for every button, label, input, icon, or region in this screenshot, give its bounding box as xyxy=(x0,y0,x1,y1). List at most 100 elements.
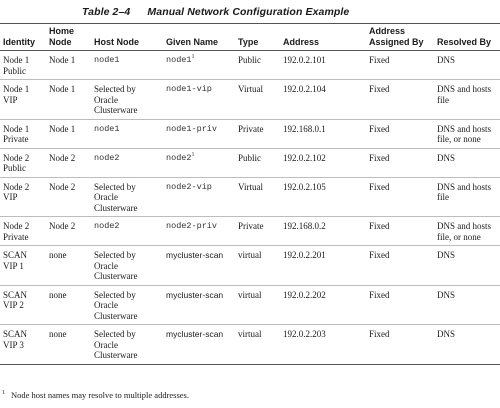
cell-resolved-by-text: DNS xyxy=(437,250,456,260)
cell-identity-text: SCAN VIP 3 xyxy=(3,329,28,350)
cell-identity: Node 2 VIP xyxy=(0,177,46,217)
cell-address: 192.0.2.102 xyxy=(280,148,366,178)
cell-address: 192.0.2.202 xyxy=(280,285,366,325)
cell-address-text: 192.0.2.105 xyxy=(283,181,326,192)
cell-host-node: Selected by Oracle Clusterware xyxy=(91,177,163,217)
cell-given-name-text: node1-vip xyxy=(166,84,212,94)
cell-address: 192.0.2.105 xyxy=(280,177,366,217)
cell-resolved-by-text: DNS xyxy=(437,329,456,339)
cell-home-node-text: none xyxy=(49,329,67,339)
cell-address: 192.0.2.101 xyxy=(280,50,366,80)
cell-identity-text: SCAN VIP 1 xyxy=(3,250,28,271)
cell-type-text: Virtual xyxy=(238,181,263,192)
cell-host-node-text: node2 xyxy=(94,152,120,163)
cell-address-text: 192.168.0.2 xyxy=(283,221,326,231)
cell-resolved-by-text: DNS xyxy=(437,289,456,300)
cell-assigned-by: Fixed xyxy=(366,216,434,246)
cell-given-name-text: node2-priv xyxy=(166,221,218,231)
footnote-ref: 1 xyxy=(191,151,195,158)
cell-given-name-text: node1-priv xyxy=(166,123,218,134)
cell-identity-text: Node 1 Public xyxy=(3,55,30,76)
cell-resolved-by: DNS xyxy=(434,285,500,325)
cell-home-node: Node 1 xyxy=(46,119,91,149)
cell-assigned-by: Fixed xyxy=(366,79,434,120)
header-assigned-by: Address Assigned By xyxy=(366,23,434,51)
cell-address: 192.168.0.1 xyxy=(280,119,366,149)
cell-address: 192.0.2.203 xyxy=(280,324,366,365)
cell-identity-text: Node 1 VIP xyxy=(3,84,30,105)
cell-type: Public xyxy=(235,148,280,178)
footnote-ref: 1 xyxy=(191,54,195,61)
cell-identity-text: Node 2 Public xyxy=(3,152,30,174)
cell-given-name: node1-priv xyxy=(163,119,235,149)
cell-assigned-by: Fixed xyxy=(366,177,434,217)
cell-assigned-by: Fixed xyxy=(366,285,434,325)
footnote: 1 Node host names may resolve to multiple… xyxy=(2,390,189,400)
footnote-marker: 1 xyxy=(2,390,5,397)
table-title: Manual Network Configuration Example xyxy=(147,6,350,18)
cell-given-name-text: node2 xyxy=(166,152,192,163)
cell-identity-text: SCAN VIP 2 xyxy=(3,289,28,311)
cell-type-text: Public xyxy=(238,55,262,65)
cell-identity-text: Node 1 Private xyxy=(3,123,30,145)
cell-assigned-by-text: Fixed xyxy=(369,152,390,163)
cell-assigned-by: Fixed xyxy=(366,119,434,149)
cell-home-node: Node 2 xyxy=(46,216,91,246)
cell-identity: Node 1 Private xyxy=(0,119,46,149)
cell-assigned-by-text: Fixed xyxy=(369,55,390,65)
cell-home-node-text: Node 1 xyxy=(49,55,76,65)
cell-host-node: Selected by Oracle Clusterware xyxy=(91,245,163,286)
cell-assigned-by: Fixed xyxy=(366,148,434,178)
cell-address: 192.0.2.201 xyxy=(280,245,366,286)
network-config-table: Identity Home Node Host Node Given Name … xyxy=(0,23,500,365)
cell-assigned-by-text: Fixed xyxy=(369,181,390,192)
cell-given-name: node21 xyxy=(163,148,235,178)
cell-home-node: Node 2 xyxy=(46,148,91,178)
cell-host-node-text: node2 xyxy=(94,221,120,231)
cell-type: Virtual xyxy=(235,177,280,217)
table-row: SCAN VIP 1 none Selected by Oracle Cluster… xyxy=(0,245,500,286)
cell-address-text: 192.0.2.201 xyxy=(283,250,326,260)
cell-resolved-by-text: DNS xyxy=(437,152,456,163)
cell-identity: Node 2 Public xyxy=(0,148,46,178)
cell-identity: SCAN VIP 3 xyxy=(0,324,46,365)
cell-resolved-by: DNS and hosts file, or none xyxy=(434,216,500,246)
cell-host-node: Selected by Oracle Clusterware xyxy=(91,79,163,120)
cell-type: Public xyxy=(235,50,280,80)
cell-given-name-text: mycluster-scan xyxy=(166,329,224,339)
cell-home-node: none xyxy=(46,245,91,286)
cell-identity: Node 1 VIP xyxy=(0,79,46,120)
table-row: Node 2 Private Node 2 node2 node2-priv Priva… xyxy=(0,216,500,246)
cell-assigned-by-text: Fixed xyxy=(369,250,390,260)
header-home-node: Home Node xyxy=(46,23,91,51)
cell-host-node-text: Selected by Oracle Clusterware xyxy=(94,250,138,281)
cell-given-name: node2-priv xyxy=(163,216,235,246)
header-given-name: Given Name xyxy=(163,23,235,51)
network-config-table-container: Identity Home Node Host Node Given Name … xyxy=(0,23,500,365)
cell-resolved-by: DNS and hosts file xyxy=(434,79,500,120)
cell-address: 192.168.0.2 xyxy=(280,216,366,246)
cell-type-text: virtual xyxy=(238,250,262,260)
cell-identity-text: Node 2 Private xyxy=(3,221,30,242)
cell-given-name-text: node1 xyxy=(166,55,192,65)
cell-resolved-by-text: DNS and hosts file xyxy=(437,181,492,203)
cell-assigned-by-text: Fixed xyxy=(369,84,390,94)
cell-given-name: mycluster-scan xyxy=(163,245,235,286)
cell-resolved-by: DNS xyxy=(434,324,500,365)
cell-type: virtual xyxy=(235,245,280,286)
cell-host-node-text: Selected by Oracle Clusterware xyxy=(94,289,138,321)
cell-identity: SCAN VIP 1 xyxy=(0,245,46,286)
header-resolved-by: Resolved By xyxy=(434,23,500,51)
table-row: SCAN VIP 3 none Selected by Oracle Cluster… xyxy=(0,324,500,365)
cell-home-node-text: Node 2 xyxy=(49,181,76,192)
cell-host-node-text: Selected by Oracle Clusterware xyxy=(94,181,138,213)
cell-resolved-by-text: DNS and hosts file xyxy=(437,84,492,105)
cell-resolved-by-text: DNS and hosts file, or none xyxy=(437,221,492,242)
cell-given-name: node11 xyxy=(163,50,235,80)
cell-address-text: 192.0.2.203 xyxy=(283,329,326,339)
table-row: Node 1 Private Node 1 node1 node1-priv Priva… xyxy=(0,119,500,149)
cell-type-text: virtual xyxy=(238,289,262,300)
cell-address-text: 192.0.2.202 xyxy=(283,289,326,300)
cell-address-text: 192.0.2.101 xyxy=(283,55,326,65)
cell-type: Private xyxy=(235,119,280,149)
